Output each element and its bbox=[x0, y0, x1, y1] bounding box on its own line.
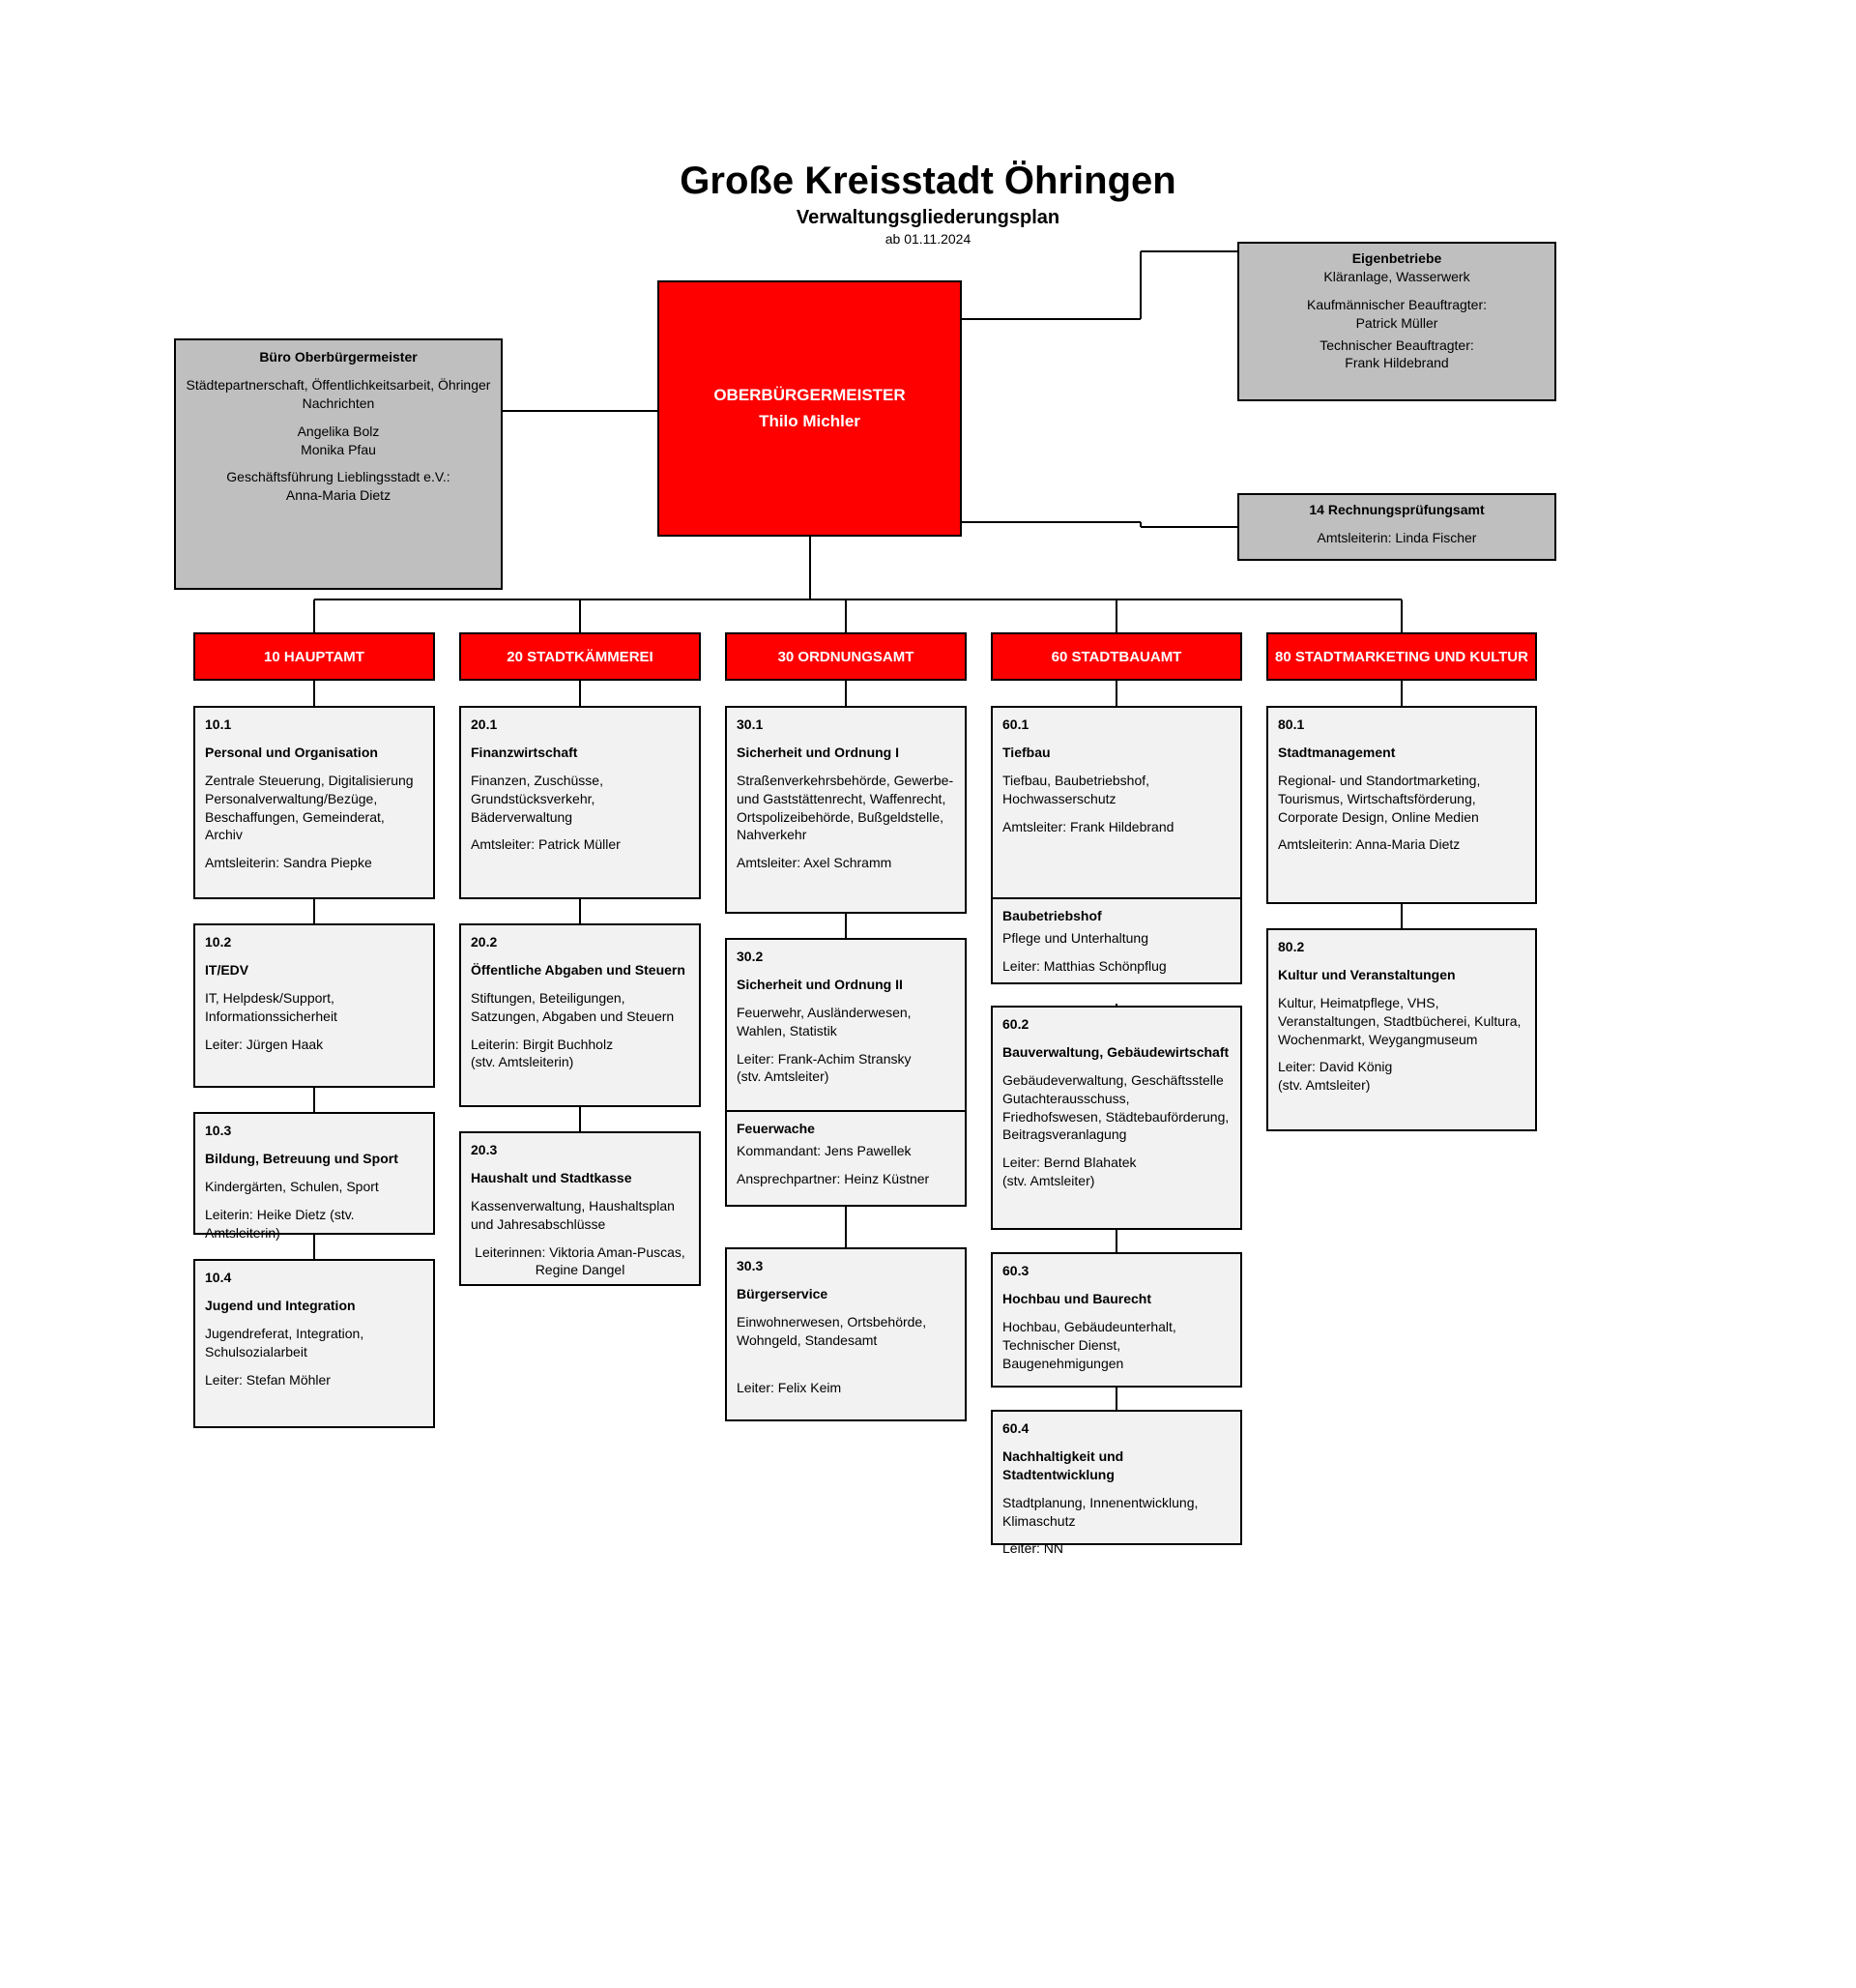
page-date: ab 01.11.2024 bbox=[0, 231, 1856, 247]
mayor-box: OBERBÜRGERMEISTER Thilo Michler bbox=[657, 280, 962, 537]
box-10-2: 10.2 IT/EDV IT, Helpdesk/Support, Inform… bbox=[193, 923, 435, 1088]
dept-10-head: 10 HAUPTAMT bbox=[193, 632, 435, 681]
mayor-role: OBERBÜRGERMEISTER bbox=[713, 385, 905, 407]
box-10-3: 10.3 Bildung, Betreuung und Sport Kinder… bbox=[193, 1112, 435, 1235]
office-mayor-box: Büro Oberbürgermeister Städtepartnerscha… bbox=[174, 338, 503, 590]
box-60-3: 60.3 Hochbau und Baurecht Hochbau, Gebäu… bbox=[991, 1252, 1242, 1388]
box-10-1: 10.1 Personal und Organisation Zentrale … bbox=[193, 706, 435, 899]
dept-30-head: 30 ORDNUNGSAMT bbox=[725, 632, 967, 681]
box-60-1: 60.1 Tiefbau Tiefbau, Baubetriebshof, Ho… bbox=[991, 706, 1242, 899]
mayor-name: Thilo Michler bbox=[713, 411, 905, 433]
dept-20-head: 20 STADTKÄMMEREI bbox=[459, 632, 701, 681]
box-60-1-bh: Baubetriebshof Pflege und Unterhaltung L… bbox=[991, 897, 1242, 984]
box-80-1: 80.1 Stadtmanagement Regional- und Stand… bbox=[1266, 706, 1537, 904]
box-30-2: 30.2 Sicherheit und Ordnung II Feuerwehr… bbox=[725, 938, 967, 1112]
dept-60-head: 60 STADTBAUAMT bbox=[991, 632, 1242, 681]
page-title: Große Kreisstadt Öhringen bbox=[0, 160, 1856, 203]
box-30-2-fw: Feuerwache Kommandant: Jens Pawellek Ans… bbox=[725, 1110, 967, 1207]
page-header: Große Kreisstadt Öhringen Verwaltungsgli… bbox=[0, 160, 1856, 247]
box-60-2: 60.2 Bauverwaltung, Gebäudewirtschaft Ge… bbox=[991, 1006, 1242, 1230]
box-30-1: 30.1 Sicherheit und Ordnung I Straßenver… bbox=[725, 706, 967, 914]
box-30-3: 30.3 Bürgerservice Einwohnerwesen, Ortsb… bbox=[725, 1247, 967, 1421]
box-10-4: 10.4 Jugend und Integration Jugendrefera… bbox=[193, 1259, 435, 1428]
box-20-2: 20.2 Öffentliche Abgaben und Steuern Sti… bbox=[459, 923, 701, 1107]
box-60-4: 60.4 Nachhaltigkeit und Stadtentwicklung… bbox=[991, 1410, 1242, 1545]
box-20-1: 20.1 Finanzwirtschaft Finanzen, Zuschüss… bbox=[459, 706, 701, 899]
page-subtitle: Verwaltungsgliederungsplan bbox=[0, 207, 1856, 229]
box-20-3: 20.3 Haushalt und Stadtkasse Kassenverwa… bbox=[459, 1131, 701, 1286]
eigenbetriebe-box: Eigenbetriebe Kläranlage, Wasserwerk Kau… bbox=[1237, 242, 1556, 401]
audit-box: 14 Rechnungsprüfungsamt Amtsleiterin: Li… bbox=[1237, 493, 1556, 561]
box-80-2: 80.2 Kultur und Veranstaltungen Kultur, … bbox=[1266, 928, 1537, 1131]
dept-80-head: 80 STADTMARKETING UND KULTUR bbox=[1266, 632, 1537, 681]
